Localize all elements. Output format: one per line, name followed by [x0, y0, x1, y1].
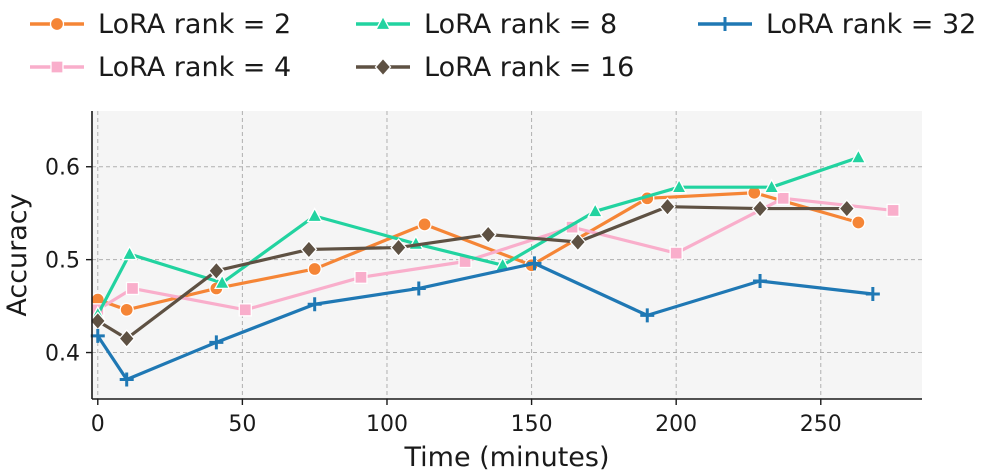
data-point	[838, 199, 856, 219]
data-point	[753, 274, 768, 289]
legend-swatch-rank-8	[356, 15, 410, 31]
legend-marker	[50, 60, 64, 74]
x-tick-label: 100	[366, 412, 408, 437]
legend-marker	[374, 57, 392, 77]
legend-label-rank-32: LoRA rank = 32	[766, 8, 977, 40]
data-point	[214, 273, 231, 290]
data-point	[307, 261, 322, 277]
legend-label-rank-16: LoRA rank = 16	[424, 51, 635, 83]
legend-item-rank-8: LoRA rank = 8	[354, 6, 617, 42]
data-point	[886, 203, 900, 218]
data-point	[865, 287, 880, 302]
legend: LoRA rank = 2 LoRA rank = 4 LoRA rank = …	[0, 0, 997, 90]
data-point	[390, 238, 407, 258]
data-point	[119, 302, 134, 317]
data-point	[569, 232, 587, 252]
data-point	[118, 329, 136, 349]
series-layer	[89, 148, 900, 387]
y-tick-label: 0.4	[45, 342, 80, 367]
data-point	[90, 328, 105, 343]
data-point	[527, 256, 542, 271]
data-point	[306, 207, 323, 223]
grid-lines	[92, 111, 922, 399]
legend-swatch-rank-16	[356, 57, 410, 77]
y-tick-label: 0.5	[45, 249, 80, 274]
data-point	[411, 281, 426, 296]
series-5	[90, 256, 880, 387]
data-point	[850, 148, 867, 164]
data-point	[417, 217, 432, 232]
data-point	[207, 261, 225, 281]
tick-marks: 0 50 100 150 200 250 0.4 0.5 0.6	[45, 156, 842, 437]
data-point	[121, 245, 138, 261]
legend-marker	[49, 16, 65, 32]
y-axis-label: Accuracy	[2, 193, 33, 316]
data-point	[479, 225, 497, 245]
data-point	[587, 202, 604, 218]
legend-item-rank-32: LoRA rank = 32	[696, 6, 976, 42]
series-4	[89, 197, 856, 349]
x-tick-label: 250	[800, 412, 842, 437]
data-point	[669, 246, 683, 260]
axes	[91, 111, 922, 400]
series-line	[96, 205, 847, 341]
data-point	[125, 281, 140, 296]
series-3	[89, 148, 867, 321]
legend-label-rank-2: LoRA rank = 2	[98, 8, 292, 40]
legend-swatch-rank-32	[698, 17, 752, 31]
data-point	[659, 197, 676, 217]
data-point	[670, 178, 688, 194]
legend-item-rank-2: LoRA rank = 2	[28, 6, 291, 42]
x-tick-label: 0	[91, 412, 105, 437]
x-tick-label: 200	[655, 412, 697, 437]
series-line	[96, 155, 859, 316]
x-tick-label: 50	[228, 412, 256, 437]
legend-label-rank-4: LoRA rank = 4	[98, 51, 292, 83]
data-point	[851, 215, 866, 230]
data-point	[307, 297, 322, 312]
data-point	[354, 270, 368, 284]
x-tick-label: 150	[511, 412, 553, 437]
data-point	[640, 308, 655, 323]
y-tick-label: 0.6	[45, 156, 80, 181]
data-point	[776, 191, 790, 205]
legend-swatch-rank-2	[30, 16, 84, 32]
legend-item-rank-4: LoRA rank = 4	[28, 49, 291, 85]
data-point	[751, 199, 769, 219]
data-point	[238, 303, 252, 317]
data-point	[119, 372, 134, 387]
legend-item-rank-16: LoRA rank = 16	[354, 49, 634, 85]
legend-marker	[718, 17, 732, 31]
legend-marker	[374, 15, 392, 31]
legend-swatch-rank-4	[30, 60, 84, 74]
x-axis-label: Time (minutes)	[403, 442, 609, 473]
data-point	[300, 239, 318, 259]
data-point	[763, 178, 780, 194]
data-point	[209, 335, 224, 350]
legend-label-rank-8: LoRA rank = 8	[424, 8, 618, 40]
